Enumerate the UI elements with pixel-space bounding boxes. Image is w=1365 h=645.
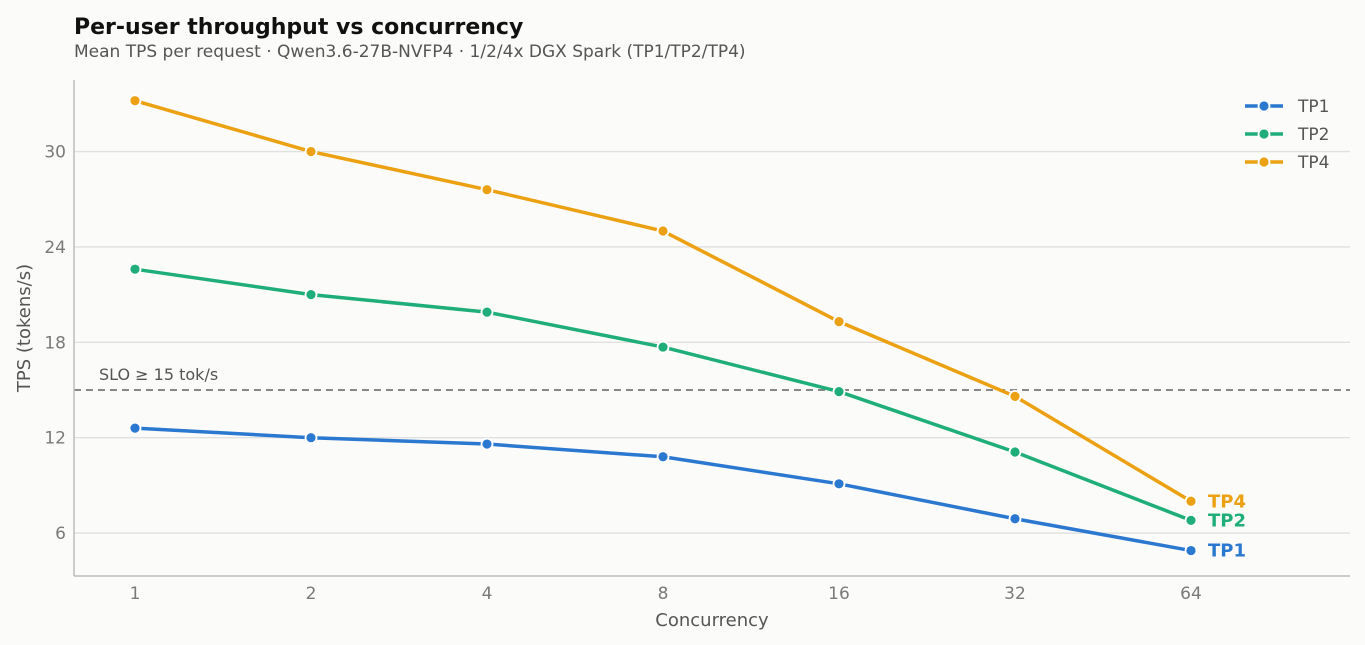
data-point-tp2 — [1184, 513, 1198, 527]
legend-label-tp1: TP1 — [1297, 97, 1329, 117]
slo-label: SLO ≥ 15 tok/s — [99, 365, 218, 384]
legend-label-tp2: TP2 — [1297, 125, 1329, 145]
legend-label-tp4: TP4 — [1297, 153, 1329, 173]
y-tick-label: 30 — [44, 143, 66, 163]
x-tick-label: 64 — [1180, 584, 1202, 604]
data-point-tp2 — [832, 385, 846, 398]
data-point-tp4 — [832, 315, 846, 329]
end-label-tp1: TP1 — [1208, 541, 1246, 562]
x-tick-label: 16 — [828, 584, 850, 604]
data-point-tp1 — [304, 431, 318, 445]
data-point-tp1 — [656, 450, 670, 464]
data-point-tp2 — [304, 288, 318, 302]
data-point-tp4 — [128, 94, 142, 108]
legend-marker-tp4 — [1257, 155, 1271, 169]
data-point-tp4 — [1184, 494, 1198, 508]
x-tick-label: 2 — [306, 584, 317, 604]
gridlines — [74, 150, 1350, 534]
legend: TP1 TP2 TP4 — [1245, 97, 1329, 173]
data-point-tp1 — [480, 437, 494, 451]
data-point-tp1 — [832, 477, 846, 491]
axes — [73, 80, 1350, 577]
chart-subtitle: Mean TPS per request · Qwen3.6-27B-NVFP4… — [74, 42, 746, 62]
slo-reference: SLO ≥ 15 tok/s — [74, 365, 1350, 391]
x-tick-labels: 1 2 4 8 16 32 64 — [130, 584, 1202, 604]
y-axis-label: TPS (tokens/s) — [14, 264, 35, 393]
data-point-tp4 — [656, 224, 670, 238]
y-tick-label: 24 — [44, 238, 66, 258]
end-label-tp4: TP4 — [1208, 491, 1246, 512]
data-point-tp1 — [1008, 512, 1022, 526]
data-point-tp2 — [480, 305, 494, 319]
legend-marker-tp2 — [1257, 127, 1271, 141]
data-point-tp4 — [304, 145, 318, 158]
data-point-tp2 — [656, 340, 670, 354]
end-label-tp2: TP2 — [1208, 510, 1246, 531]
y-tick-labels: 6 12 18 24 30 — [44, 143, 66, 545]
series-line-tp4 — [133, 98, 1193, 504]
data-point-tp1 — [1184, 544, 1198, 557]
x-tick-label: 4 — [482, 584, 493, 604]
y-tick-label: 12 — [44, 429, 66, 449]
x-axis-label: Concurrency — [655, 610, 769, 631]
x-tick-label: 8 — [658, 584, 669, 604]
y-tick-label: 6 — [55, 524, 66, 544]
x-tick-label: 32 — [1004, 584, 1026, 604]
series-line-tp1 — [133, 426, 1193, 553]
y-tick-label: 18 — [44, 333, 66, 353]
chart-title: Per-user throughput vs concurrency — [74, 15, 523, 40]
data-point-tp2 — [1008, 445, 1022, 459]
x-tick-label: 1 — [130, 584, 141, 604]
series-line-tp2 — [133, 267, 1193, 523]
series-lines — [128, 94, 1198, 557]
data-point-tp1 — [128, 421, 142, 435]
data-point-tp4 — [1008, 389, 1022, 403]
data-point-tp4 — [480, 183, 494, 197]
data-point-tp2 — [128, 262, 142, 276]
legend-marker-tp1 — [1257, 99, 1271, 113]
